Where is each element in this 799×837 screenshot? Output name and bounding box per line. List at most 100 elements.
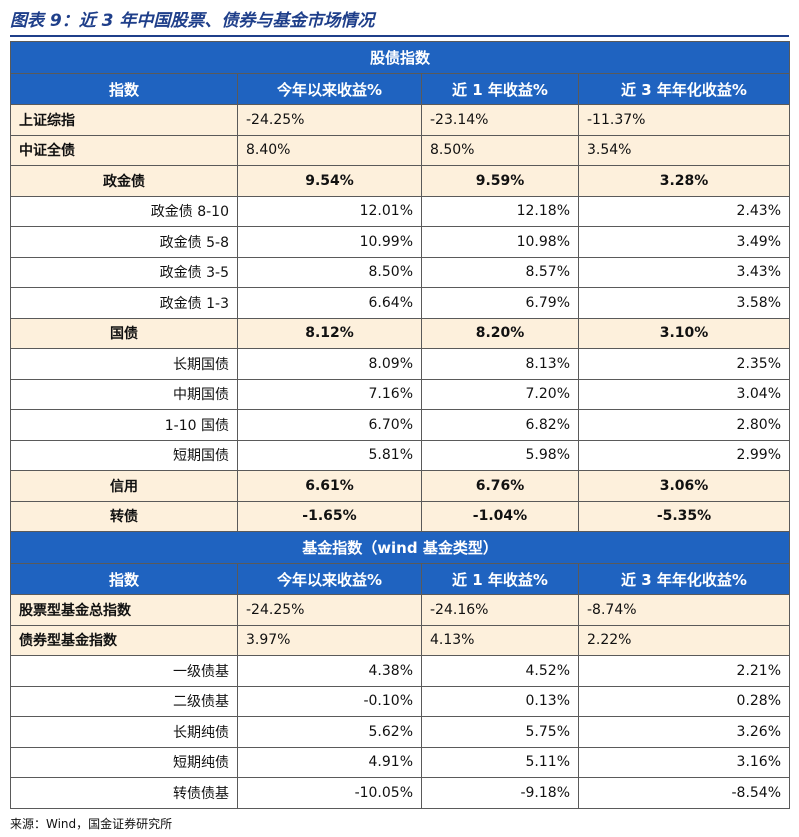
row-label: 政金债 bbox=[10, 165, 238, 197]
table-row: 债券型基金指数 3.97% 4.13% 2.22% bbox=[10, 624, 791, 656]
row-label: 短期纯债 bbox=[10, 746, 238, 778]
cell-value: 7.20% bbox=[421, 378, 579, 410]
cell-value: 4.38% bbox=[237, 655, 422, 687]
cell-value: -8.74% bbox=[577, 594, 791, 626]
row-label: 1-10 国债 bbox=[10, 409, 238, 441]
cell-value: -24.25% bbox=[237, 104, 422, 136]
table-row: 转债债基 -10.05% -9.18% -8.54% bbox=[10, 777, 791, 809]
caption-rule bbox=[10, 35, 789, 37]
row-label: 债券型基金指数 bbox=[10, 624, 238, 656]
cell-value: 0.13% bbox=[421, 685, 579, 717]
table-row: 中期国债 7.16% 7.20% 3.04% bbox=[10, 378, 791, 410]
cell-value: 6.61% bbox=[237, 470, 422, 502]
cell-value: 2.99% bbox=[577, 439, 791, 471]
row-label: 政金债 8-10 bbox=[10, 195, 238, 227]
row-label: 中证全债 bbox=[10, 134, 238, 166]
row-label: 中期国债 bbox=[10, 378, 238, 410]
column-header-row: 指数 今年以来收益% 近 1 年收益% 近 3 年年化收益% bbox=[10, 73, 791, 105]
cell-value: 2.80% bbox=[577, 409, 791, 441]
cell-value: 9.59% bbox=[421, 165, 579, 197]
cell-value: 6.64% bbox=[237, 287, 422, 319]
cell-value: 8.20% bbox=[421, 317, 579, 349]
cell-value: 9.54% bbox=[237, 165, 422, 197]
cell-value: 0.28% bbox=[577, 685, 791, 717]
cell-value: 5.11% bbox=[421, 746, 579, 778]
cell-value: 8.50% bbox=[237, 256, 422, 288]
cell-value: 3.54% bbox=[577, 134, 791, 166]
table-row: 中证全债 8.40% 8.50% 3.54% bbox=[10, 134, 791, 166]
cell-value: 6.70% bbox=[237, 409, 422, 441]
table-row: 股票型基金总指数 -24.25% -24.16% -8.74% bbox=[10, 594, 791, 626]
cell-value: -0.10% bbox=[237, 685, 422, 717]
column-header: 近 3 年年化收益% bbox=[577, 73, 791, 105]
cell-value: -11.37% bbox=[577, 104, 791, 136]
column-header: 近 1 年收益% bbox=[421, 563, 579, 595]
section-header: 基金指数（wind 基金类型） bbox=[9, 531, 791, 564]
market-returns-table: 股债指数 指数 今年以来收益% 近 1 年收益% 近 3 年年化收益% 上证综指 -24.2… bbox=[9, 41, 791, 809]
column-header: 近 3 年年化收益% bbox=[577, 563, 791, 595]
row-label: 转债债基 bbox=[10, 777, 238, 809]
cell-value: 3.97% bbox=[237, 624, 422, 656]
cell-value: -24.25% bbox=[237, 594, 422, 626]
table-row: 长期国债 8.09% 8.13% 2.35% bbox=[10, 348, 791, 380]
cell-value: 8.57% bbox=[421, 256, 579, 288]
cell-value: 8.12% bbox=[237, 317, 422, 349]
row-label: 短期国债 bbox=[10, 439, 238, 471]
table-row: 长期纯债 5.62% 5.75% 3.26% bbox=[10, 716, 791, 748]
cell-value: 10.98% bbox=[421, 226, 579, 258]
row-label: 国债 bbox=[10, 317, 238, 349]
column-header: 今年以来收益% bbox=[237, 73, 422, 105]
table-row: 政金债 1-3 6.64% 6.79% 3.58% bbox=[10, 287, 791, 319]
cell-value: 4.13% bbox=[421, 624, 579, 656]
cell-value: -1.04% bbox=[421, 500, 579, 532]
cell-value: 4.52% bbox=[421, 655, 579, 687]
cell-value: 5.81% bbox=[237, 439, 422, 471]
cell-value: 6.76% bbox=[421, 470, 579, 502]
row-label: 政金债 1-3 bbox=[10, 287, 238, 319]
row-label: 政金债 5-8 bbox=[10, 226, 238, 258]
cell-value: 3.16% bbox=[577, 746, 791, 778]
table-row: 政金债 3-5 8.50% 8.57% 3.43% bbox=[10, 256, 791, 288]
table-row: 短期国债 5.81% 5.98% 2.99% bbox=[10, 439, 791, 471]
section-title: 股债指数 bbox=[9, 41, 791, 74]
cell-value: 8.40% bbox=[237, 134, 422, 166]
cell-value: 3.10% bbox=[577, 317, 791, 349]
cell-value: 8.13% bbox=[421, 348, 579, 380]
cell-value: 3.04% bbox=[577, 378, 791, 410]
cell-value: 12.01% bbox=[237, 195, 422, 227]
cell-value: 3.06% bbox=[577, 470, 791, 502]
row-label: 长期纯债 bbox=[10, 716, 238, 748]
table-row: 国债 8.12% 8.20% 3.10% bbox=[10, 317, 791, 349]
table-row: 一级债基 4.38% 4.52% 2.21% bbox=[10, 655, 791, 687]
table-row: 1-10 国债 6.70% 6.82% 2.80% bbox=[10, 409, 791, 441]
section-header: 股债指数 bbox=[9, 41, 791, 74]
cell-value: -24.16% bbox=[421, 594, 579, 626]
table-row: 政金债 8-10 12.01% 12.18% 2.43% bbox=[10, 195, 791, 227]
cell-value: 3.58% bbox=[577, 287, 791, 319]
table-row: 政金债 9.54% 9.59% 3.28% bbox=[10, 165, 791, 197]
source-note: 来源：Wind，国金证券研究所 bbox=[10, 817, 173, 831]
cell-value: 7.16% bbox=[237, 378, 422, 410]
column-header: 指数 bbox=[10, 563, 238, 595]
row-label: 一级债基 bbox=[10, 655, 238, 687]
cell-value: 3.49% bbox=[577, 226, 791, 258]
table-row: 转债 -1.65% -1.04% -5.35% bbox=[10, 500, 791, 532]
cell-value: -1.65% bbox=[237, 500, 422, 532]
column-header: 指数 bbox=[10, 73, 238, 105]
row-label: 转债 bbox=[10, 500, 238, 532]
cell-value: 8.09% bbox=[237, 348, 422, 380]
row-label: 长期国债 bbox=[10, 348, 238, 380]
cell-value: 3.26% bbox=[577, 716, 791, 748]
row-label: 股票型基金总指数 bbox=[10, 594, 238, 626]
column-header: 今年以来收益% bbox=[237, 563, 422, 595]
cell-value: 5.62% bbox=[237, 716, 422, 748]
cell-value: 2.22% bbox=[577, 624, 791, 656]
column-header-row: 指数 今年以来收益% 近 1 年收益% 近 3 年年化收益% bbox=[10, 563, 791, 595]
figure-caption: 图表 9：近 3 年中国股票、债券与基金市场情况 bbox=[10, 11, 375, 31]
cell-value: 6.79% bbox=[421, 287, 579, 319]
cell-value: 3.28% bbox=[577, 165, 791, 197]
table-row: 短期纯债 4.91% 5.11% 3.16% bbox=[10, 746, 791, 778]
cell-value: -10.05% bbox=[237, 777, 422, 809]
cell-value: 6.82% bbox=[421, 409, 579, 441]
cell-value: 2.35% bbox=[577, 348, 791, 380]
